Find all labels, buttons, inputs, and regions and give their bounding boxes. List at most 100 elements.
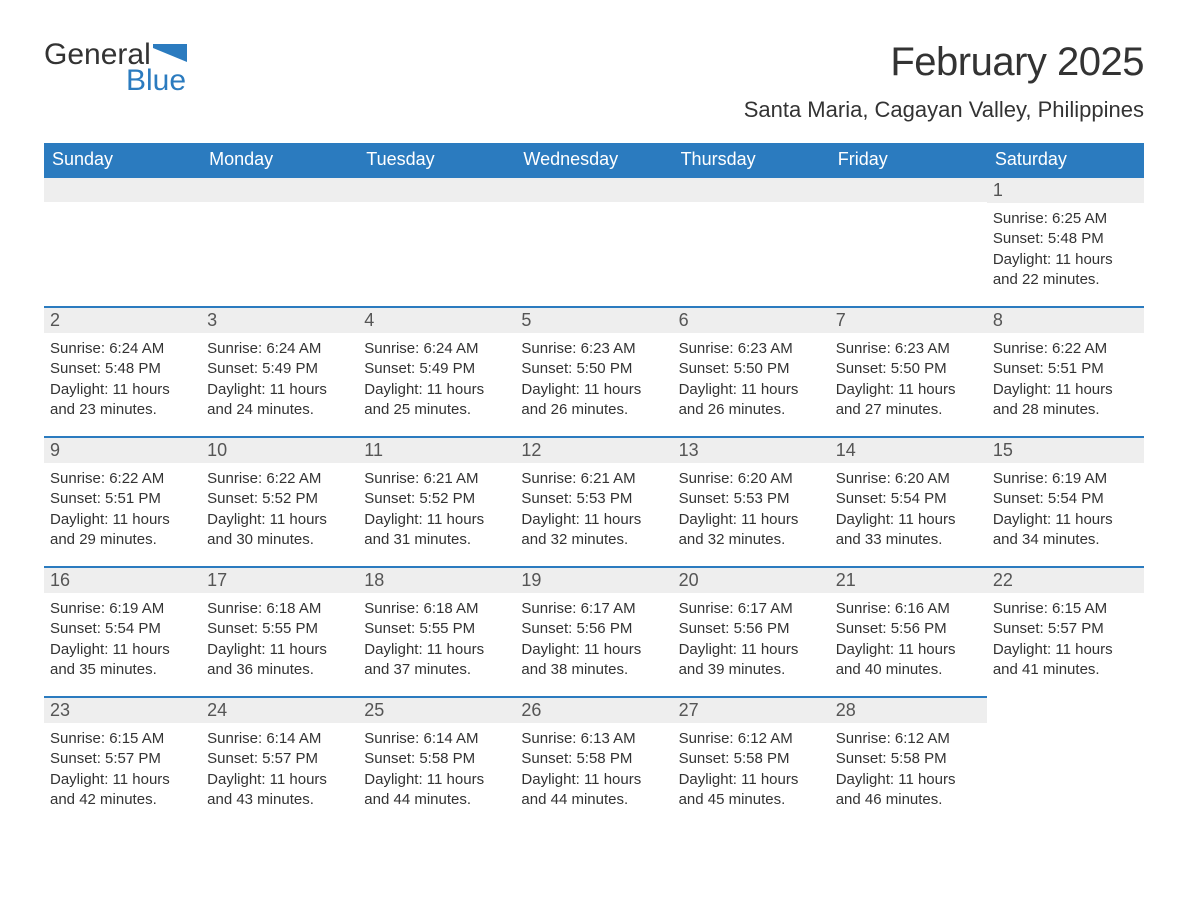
day-header: Sunday — [44, 143, 201, 176]
day-details: Sunrise: 6:13 AMSunset: 5:58 PMDaylight:… — [515, 723, 672, 816]
sunrise-text: Sunrise: 6:17 AM — [521, 599, 666, 619]
daylight-text: Daylight: 11 hours and 44 minutes. — [521, 770, 666, 811]
sunset-text: Sunset: 5:50 PM — [836, 359, 981, 379]
sunset-text: Sunset: 5:54 PM — [836, 489, 981, 509]
sunrise-text: Sunrise: 6:24 AM — [207, 339, 352, 359]
day-details — [987, 722, 1144, 734]
calendar-week: 1Sunrise: 6:25 AMSunset: 5:48 PMDaylight… — [44, 176, 1144, 306]
sunset-text: Sunset: 5:58 PM — [521, 749, 666, 769]
day-number — [830, 176, 987, 202]
sunset-text: Sunset: 5:56 PM — [836, 619, 981, 639]
sunset-text: Sunset: 5:54 PM — [50, 619, 195, 639]
day-number: 8 — [987, 306, 1144, 333]
day-number: 9 — [44, 436, 201, 463]
day-details: Sunrise: 6:21 AMSunset: 5:53 PMDaylight:… — [515, 463, 672, 556]
calendar-day: 6Sunrise: 6:23 AMSunset: 5:50 PMDaylight… — [673, 306, 830, 436]
day-details — [515, 202, 672, 214]
daylight-text: Daylight: 11 hours and 31 minutes. — [364, 510, 509, 551]
day-number: 25 — [358, 696, 515, 723]
calendar-week: 16Sunrise: 6:19 AMSunset: 5:54 PMDayligh… — [44, 566, 1144, 696]
day-number — [515, 176, 672, 202]
daylight-text: Daylight: 11 hours and 38 minutes. — [521, 640, 666, 681]
daylight-text: Daylight: 11 hours and 29 minutes. — [50, 510, 195, 551]
day-details: Sunrise: 6:12 AMSunset: 5:58 PMDaylight:… — [673, 723, 830, 816]
calendar-day — [201, 176, 358, 306]
calendar-day — [673, 176, 830, 306]
calendar-day: 7Sunrise: 6:23 AMSunset: 5:50 PMDaylight… — [830, 306, 987, 436]
daylight-text: Daylight: 11 hours and 36 minutes. — [207, 640, 352, 681]
day-number: 13 — [673, 436, 830, 463]
sunrise-text: Sunrise: 6:18 AM — [364, 599, 509, 619]
logo-word2: Blue — [44, 66, 187, 96]
day-details: Sunrise: 6:22 AMSunset: 5:52 PMDaylight:… — [201, 463, 358, 556]
sunrise-text: Sunrise: 6:20 AM — [679, 469, 824, 489]
calendar-day: 26Sunrise: 6:13 AMSunset: 5:58 PMDayligh… — [515, 696, 672, 826]
calendar-day — [987, 696, 1144, 826]
sunrise-text: Sunrise: 6:21 AM — [364, 469, 509, 489]
day-details — [44, 202, 201, 214]
day-header: Wednesday — [515, 143, 672, 176]
logo: General Blue — [44, 40, 187, 96]
calendar-day — [44, 176, 201, 306]
calendar-day — [358, 176, 515, 306]
sunset-text: Sunset: 5:49 PM — [364, 359, 509, 379]
sunset-text: Sunset: 5:55 PM — [364, 619, 509, 639]
day-number: 6 — [673, 306, 830, 333]
calendar-day: 12Sunrise: 6:21 AMSunset: 5:53 PMDayligh… — [515, 436, 672, 566]
sunrise-text: Sunrise: 6:23 AM — [521, 339, 666, 359]
sunset-text: Sunset: 5:58 PM — [836, 749, 981, 769]
day-number: 20 — [673, 566, 830, 593]
day-number: 4 — [358, 306, 515, 333]
daylight-text: Daylight: 11 hours and 26 minutes. — [679, 380, 824, 421]
calendar-day: 16Sunrise: 6:19 AMSunset: 5:54 PMDayligh… — [44, 566, 201, 696]
sunset-text: Sunset: 5:58 PM — [364, 749, 509, 769]
day-number: 22 — [987, 566, 1144, 593]
day-details: Sunrise: 6:23 AMSunset: 5:50 PMDaylight:… — [673, 333, 830, 426]
day-number: 15 — [987, 436, 1144, 463]
header: General Blue February 2025 Santa Maria, … — [44, 40, 1144, 123]
sunrise-text: Sunrise: 6:21 AM — [521, 469, 666, 489]
daylight-text: Daylight: 11 hours and 26 minutes. — [521, 380, 666, 421]
day-details: Sunrise: 6:16 AMSunset: 5:56 PMDaylight:… — [830, 593, 987, 686]
daylight-text: Daylight: 11 hours and 43 minutes. — [207, 770, 352, 811]
day-number: 12 — [515, 436, 672, 463]
daylight-text: Daylight: 11 hours and 42 minutes. — [50, 770, 195, 811]
calendar-week: 9Sunrise: 6:22 AMSunset: 5:51 PMDaylight… — [44, 436, 1144, 566]
sunrise-text: Sunrise: 6:13 AM — [521, 729, 666, 749]
day-details: Sunrise: 6:15 AMSunset: 5:57 PMDaylight:… — [987, 593, 1144, 686]
sunset-text: Sunset: 5:50 PM — [521, 359, 666, 379]
day-details: Sunrise: 6:19 AMSunset: 5:54 PMDaylight:… — [987, 463, 1144, 556]
calendar-day: 28Sunrise: 6:12 AMSunset: 5:58 PMDayligh… — [830, 696, 987, 826]
sunrise-text: Sunrise: 6:19 AM — [993, 469, 1138, 489]
sunrise-text: Sunrise: 6:15 AM — [50, 729, 195, 749]
sunset-text: Sunset: 5:54 PM — [993, 489, 1138, 509]
daylight-text: Daylight: 11 hours and 30 minutes. — [207, 510, 352, 551]
calendar-day: 3Sunrise: 6:24 AMSunset: 5:49 PMDaylight… — [201, 306, 358, 436]
daylight-text: Daylight: 11 hours and 22 minutes. — [993, 250, 1138, 291]
day-number: 7 — [830, 306, 987, 333]
calendar-day: 9Sunrise: 6:22 AMSunset: 5:51 PMDaylight… — [44, 436, 201, 566]
day-details — [830, 202, 987, 214]
day-number: 17 — [201, 566, 358, 593]
calendar-day: 20Sunrise: 6:17 AMSunset: 5:56 PMDayligh… — [673, 566, 830, 696]
day-details — [201, 202, 358, 214]
calendar-table: Sunday Monday Tuesday Wednesday Thursday… — [44, 143, 1144, 826]
sunset-text: Sunset: 5:56 PM — [521, 619, 666, 639]
daylight-text: Daylight: 11 hours and 45 minutes. — [679, 770, 824, 811]
sunset-text: Sunset: 5:48 PM — [993, 229, 1138, 249]
sunset-text: Sunset: 5:50 PM — [679, 359, 824, 379]
day-number: 14 — [830, 436, 987, 463]
daylight-text: Daylight: 11 hours and 24 minutes. — [207, 380, 352, 421]
day-header: Thursday — [673, 143, 830, 176]
daylight-text: Daylight: 11 hours and 32 minutes. — [521, 510, 666, 551]
sunrise-text: Sunrise: 6:25 AM — [993, 209, 1138, 229]
sunrise-text: Sunrise: 6:22 AM — [993, 339, 1138, 359]
day-number: 21 — [830, 566, 987, 593]
sunset-text: Sunset: 5:58 PM — [679, 749, 824, 769]
daylight-text: Daylight: 11 hours and 23 minutes. — [50, 380, 195, 421]
daylight-text: Daylight: 11 hours and 40 minutes. — [836, 640, 981, 681]
sunrise-text: Sunrise: 6:12 AM — [679, 729, 824, 749]
calendar-day: 24Sunrise: 6:14 AMSunset: 5:57 PMDayligh… — [201, 696, 358, 826]
day-number: 11 — [358, 436, 515, 463]
day-details: Sunrise: 6:22 AMSunset: 5:51 PMDaylight:… — [987, 333, 1144, 426]
